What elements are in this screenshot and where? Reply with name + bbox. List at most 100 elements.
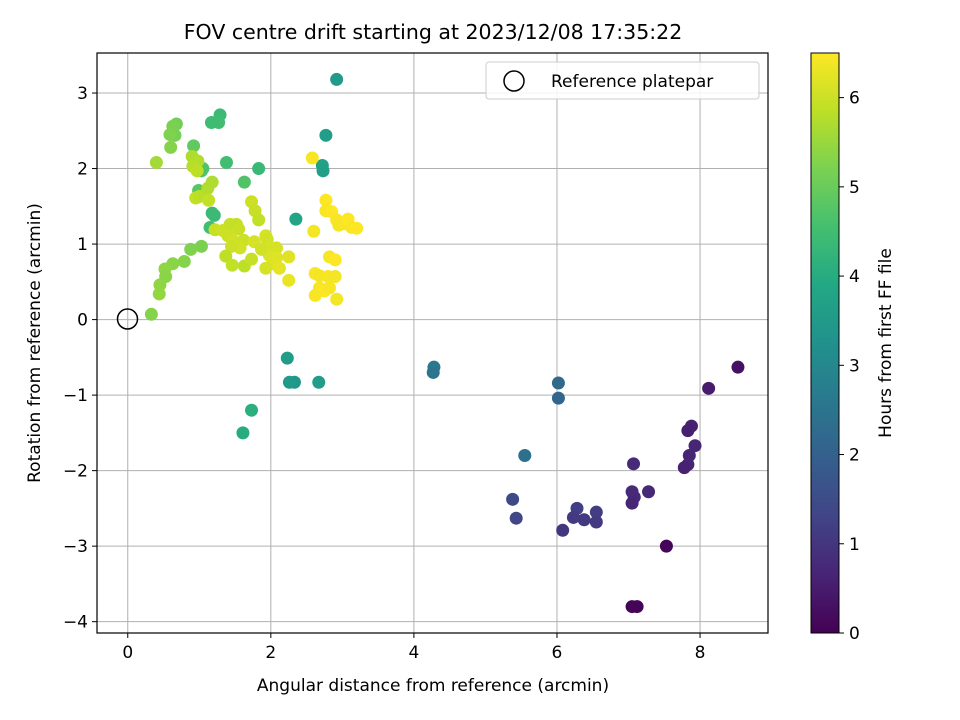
legend: Reference platepar	[485, 61, 760, 100]
reference-platepar-marker	[116, 308, 139, 330]
data-point	[236, 426, 250, 440]
data-point	[163, 128, 177, 142]
data-point	[282, 273, 296, 287]
colorbar-label: Hours from first FF file	[876, 248, 896, 438]
y-axis-label: Rotation from reference (arcmin)	[25, 203, 45, 483]
data-point	[551, 391, 565, 405]
data-point	[282, 250, 296, 264]
y-tick-label: 2	[77, 160, 88, 180]
x-tick-label: 6	[552, 643, 563, 663]
colorbar-tick-label: 5	[849, 178, 860, 198]
data-point	[702, 381, 716, 395]
data-point	[219, 249, 233, 263]
data-point	[319, 128, 333, 142]
data-point	[316, 164, 330, 178]
colorbar-tick-label: 0	[849, 624, 860, 644]
data-point	[245, 403, 259, 417]
data-point	[659, 539, 673, 553]
data-point	[305, 151, 319, 165]
x-axis-ticks: 0 2 4 6 8	[122, 633, 705, 663]
data-point	[328, 270, 342, 284]
colorbar-tick-label: 1	[849, 535, 860, 555]
data-point	[731, 360, 745, 374]
data-point	[589, 515, 603, 529]
colorbar-tick-label: 3	[849, 356, 860, 376]
data-point	[205, 175, 219, 189]
data-point	[282, 375, 296, 389]
data-point	[322, 281, 336, 295]
data-point	[289, 212, 303, 226]
data-point	[677, 461, 691, 475]
y-tick-label: 1	[77, 235, 88, 255]
data-point	[187, 139, 201, 153]
data-point	[330, 72, 344, 86]
data-point	[232, 222, 246, 236]
y-tick-label: 0	[77, 311, 88, 331]
data-point	[190, 164, 204, 178]
x-tick-label: 8	[695, 643, 706, 663]
data-point	[551, 376, 565, 390]
colorbar-gradient	[810, 52, 840, 634]
data-points	[144, 72, 745, 614]
data-point	[312, 375, 326, 389]
x-tick-label: 2	[265, 643, 276, 663]
data-point	[319, 193, 333, 207]
data-point	[270, 241, 284, 255]
legend-box	[485, 61, 760, 100]
y-tick-label: 3	[77, 84, 88, 104]
colorbar-tick-label: 4	[849, 267, 860, 287]
data-point	[625, 496, 639, 510]
chart-title: FOV centre drift starting at 2023/12/08 …	[184, 20, 683, 44]
data-point	[642, 485, 656, 499]
data-point	[350, 221, 364, 235]
data-point	[681, 424, 695, 438]
data-point	[577, 513, 591, 527]
data-point	[184, 242, 198, 256]
data-point	[144, 307, 158, 321]
x-tick-label: 0	[122, 643, 133, 663]
data-point	[194, 239, 208, 253]
legend-label: Reference platepar	[551, 72, 713, 92]
data-point	[252, 162, 266, 176]
y-tick-label: −4	[63, 613, 88, 633]
data-point	[506, 492, 520, 506]
colorbar: 0 1 2 3 4 5 6 Hours from first FF file	[810, 52, 896, 644]
data-point	[225, 258, 239, 272]
data-point	[426, 365, 440, 379]
y-tick-label: −1	[63, 386, 88, 406]
data-point	[219, 156, 233, 170]
data-point	[164, 140, 178, 154]
data-point	[627, 457, 641, 471]
data-point	[237, 175, 251, 189]
data-point	[177, 254, 191, 268]
legend-marker	[503, 70, 525, 92]
data-point	[307, 224, 321, 238]
data-point	[252, 213, 266, 227]
data-point	[589, 505, 603, 519]
data-point	[255, 242, 269, 256]
data-point	[328, 253, 342, 267]
data-point	[509, 511, 523, 525]
data-point	[518, 449, 532, 463]
data-point	[556, 523, 570, 537]
data-point	[207, 208, 221, 222]
x-axis-label: Angular distance from reference (arcmin)	[257, 676, 609, 696]
data-point	[272, 261, 286, 275]
data-point	[688, 439, 702, 453]
colorbar-ticks: 0 1 2 3 4 5 6	[839, 89, 860, 644]
data-point	[202, 193, 216, 207]
y-tick-label: −3	[63, 537, 88, 557]
y-axis-ticks: −4 −3 −2 −1 0 1 2 3	[63, 84, 97, 633]
data-point	[245, 252, 259, 266]
data-point	[566, 510, 580, 524]
colorbar-tick-label: 6	[849, 89, 860, 109]
colorbar-tick-label: 2	[849, 446, 860, 466]
data-point	[149, 156, 163, 170]
data-point	[630, 600, 644, 614]
data-point	[280, 351, 294, 365]
data-point	[152, 287, 166, 301]
y-tick-label: −2	[63, 462, 88, 482]
data-point	[259, 261, 273, 275]
plot-frame	[96, 52, 769, 634]
